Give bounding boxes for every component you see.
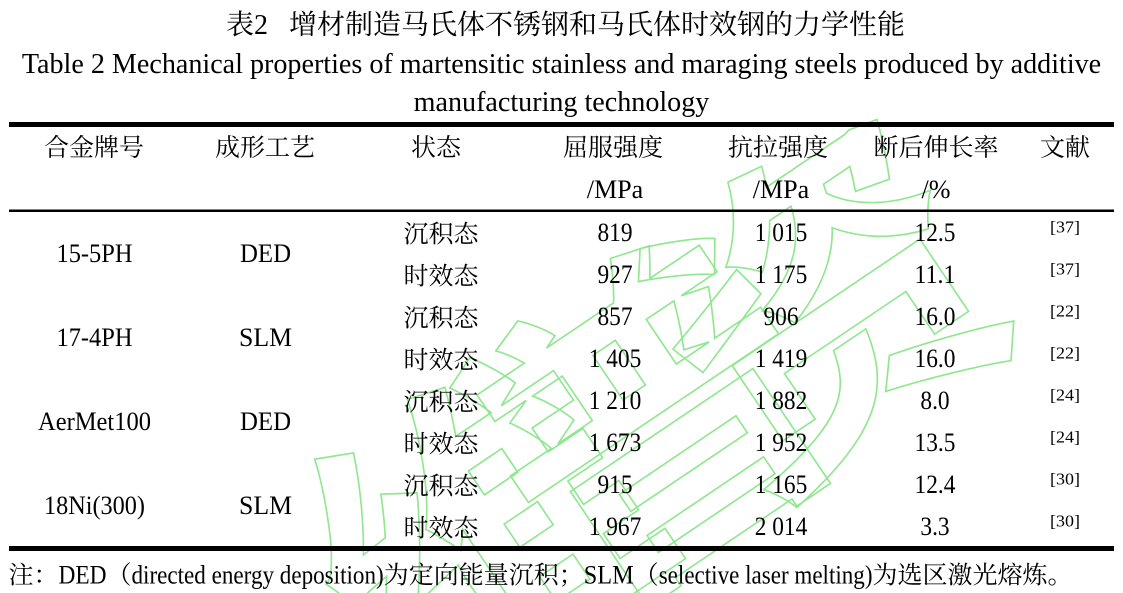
svg-text:[22]: [22]	[1050, 302, 1080, 321]
svg-text:[24]: [24]	[1050, 428, 1080, 447]
svg-text:DED: DED	[59, 561, 107, 590]
svg-text:SLM: SLM	[239, 323, 292, 352]
svg-text:906: 906	[763, 302, 798, 331]
svg-text:1 967: 1 967	[589, 512, 642, 541]
svg-text:AerMet100: AerMet100	[38, 407, 151, 436]
svg-text:17-4PH: 17-4PH	[57, 323, 133, 352]
svg-text:1 210: 1 210	[589, 386, 642, 415]
svg-text:SLM: SLM	[239, 491, 292, 520]
svg-text:SLM: SLM	[584, 561, 634, 590]
svg-text:/%: /%	[922, 175, 951, 204]
svg-text:1 419: 1 419	[755, 344, 808, 373]
svg-text:18Ni(300): 18Ni(300)	[44, 491, 145, 520]
svg-text:12.5: 12.5	[915, 218, 956, 247]
svg-text:1 405: 1 405	[589, 344, 642, 373]
svg-text:selective laser melting): selective laser melting)	[659, 561, 873, 590]
svg-text:12.4: 12.4	[915, 470, 956, 499]
svg-text:[24]: [24]	[1050, 386, 1080, 405]
svg-text:1 175: 1 175	[755, 260, 808, 289]
svg-text:16.0: 16.0	[915, 302, 956, 331]
svg-text:1 882: 1 882	[755, 386, 808, 415]
svg-text:13.5: 13.5	[915, 428, 956, 457]
svg-text:11.1: 11.1	[915, 260, 956, 289]
svg-text:16.0: 16.0	[915, 344, 956, 373]
svg-text:2 014: 2 014	[755, 512, 808, 541]
svg-text:1 015: 1 015	[755, 218, 808, 247]
svg-text:/MPa: /MPa	[587, 175, 644, 204]
svg-text:manufacturing technology: manufacturing technology	[414, 87, 710, 118]
svg-text:1 952: 1 952	[755, 428, 808, 457]
svg-text:directed energy deposition): directed energy deposition)	[132, 561, 384, 590]
svg-text:[22]: [22]	[1050, 344, 1080, 363]
svg-text:915: 915	[597, 470, 632, 499]
svg-text:3.3: 3.3	[920, 512, 949, 541]
svg-text:857: 857	[597, 302, 632, 331]
svg-text:2: 2	[254, 10, 268, 41]
svg-text:[30]: [30]	[1050, 512, 1080, 531]
svg-text:927: 927	[597, 260, 632, 289]
svg-text:1 165: 1 165	[755, 470, 808, 499]
svg-text:[30]: [30]	[1050, 470, 1080, 489]
svg-text:/MPa: /MPa	[753, 175, 810, 204]
svg-text:DED: DED	[240, 407, 291, 436]
svg-text:[37]: [37]	[1050, 260, 1080, 279]
svg-text:1 673: 1 673	[589, 428, 642, 457]
svg-text:[37]: [37]	[1050, 218, 1080, 237]
svg-text:Table 2 Mechanical properties: Table 2 Mechanical properties of martens…	[22, 49, 1101, 80]
svg-text:8.0: 8.0	[920, 386, 949, 415]
svg-text:DED: DED	[240, 239, 291, 268]
svg-text:15-5PH: 15-5PH	[57, 239, 133, 268]
svg-text:819: 819	[597, 218, 632, 247]
